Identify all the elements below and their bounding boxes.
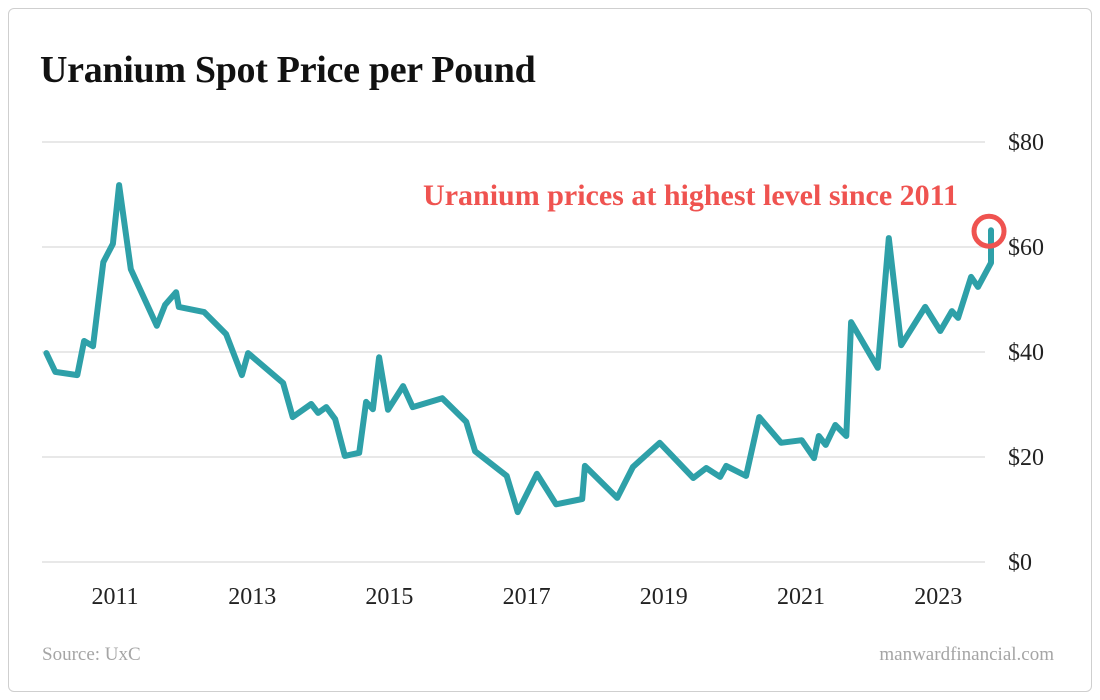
y-tick-label: $40 (1008, 340, 1044, 366)
source-note: Source: UxC (42, 644, 141, 665)
y-tick-label: $0 (1008, 550, 1032, 576)
chart-title: Uranium Spot Price per Pound (40, 49, 536, 91)
highlight-circle (971, 213, 1007, 249)
brand-credit: manwardfinancial.com (879, 644, 1054, 665)
x-tick-label: 2011 (91, 584, 138, 610)
y-tick-label: $20 (1008, 445, 1044, 471)
annotation-text: Uranium prices at highest level since 20… (423, 179, 958, 212)
x-tick-label: 2021 (777, 584, 825, 610)
price-line (43, 182, 994, 516)
y-tick-label: $60 (1008, 235, 1044, 261)
x-tick-label: 2013 (228, 584, 276, 610)
x-tick-label: 2019 (640, 584, 688, 610)
x-tick-label: 2015 (365, 584, 413, 610)
y-tick-label: $80 (1008, 130, 1044, 156)
x-tick-label: 2017 (503, 584, 551, 610)
chart-card (8, 8, 1092, 692)
x-tick-label: 2023 (914, 584, 962, 610)
